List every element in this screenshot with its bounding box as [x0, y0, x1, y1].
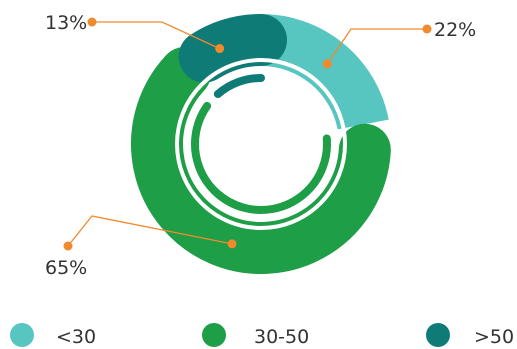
inner-arc-0	[191, 101, 331, 214]
legend-swatch-over-50	[426, 323, 450, 347]
legend-swatch-under-30	[10, 323, 34, 347]
callout-line-0	[326, 28, 427, 65]
callout-dot-outer-1	[63, 241, 73, 251]
legend: <30 30-50 >50	[10, 323, 514, 348]
inner-ring-gap	[175, 58, 347, 230]
label-13: 13%	[45, 12, 87, 34]
legend-label-30-50: 30-50	[254, 326, 309, 348]
donut-hole	[189, 72, 333, 216]
callouts	[63, 17, 432, 251]
callout-dot-inner-0	[322, 59, 332, 69]
inner-arc-1	[213, 74, 265, 99]
callout-line-2	[92, 21, 220, 50]
callout-dot-outer-0	[422, 24, 432, 34]
callout-line-1	[67, 215, 233, 247]
callout-dot-outer-2	[87, 17, 97, 27]
legend-swatch-30-50	[202, 323, 226, 347]
slice-30-50	[131, 46, 391, 274]
callout-dot-inner-1	[227, 239, 237, 249]
label-65: 65%	[45, 257, 87, 279]
legend-label-under-30: <30	[56, 326, 96, 348]
legend-label-over-50: >50	[474, 326, 514, 348]
slice-over-50	[178, 14, 287, 83]
callout-dot-inner-2	[215, 44, 225, 54]
label-22: 22%	[434, 19, 476, 41]
inner-ring	[175, 58, 347, 230]
